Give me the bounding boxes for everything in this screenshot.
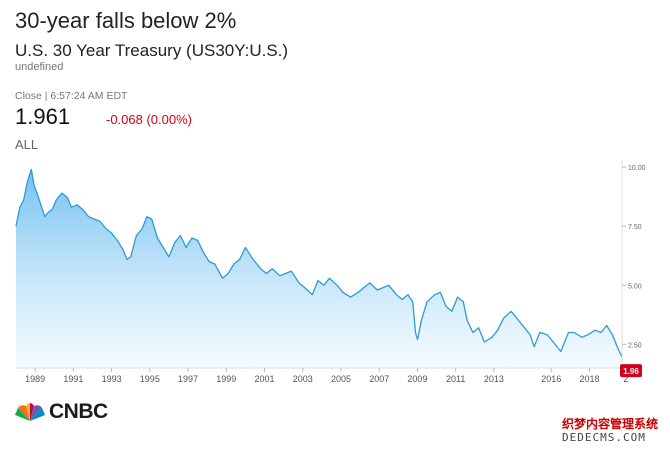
x-tick-label: 2005 — [331, 374, 351, 384]
x-tick-label: 2 — [623, 374, 628, 384]
x-tick-label: 2016 — [541, 374, 561, 384]
site-watermark-url: DEDECMS.COM — [562, 431, 646, 444]
instrument-subname: undefined — [15, 61, 64, 73]
last-value-badge — [620, 364, 642, 378]
price-change: -0.068 (0.00%) — [106, 112, 192, 127]
close-timestamp: Close | 6:57:24 AM EDT — [15, 90, 128, 102]
x-tick-label: 1997 — [178, 374, 198, 384]
area-fill — [16, 169, 622, 368]
x-tick-label: 2001 — [255, 374, 275, 384]
peacock-icon — [15, 403, 45, 421]
x-tick-label: 2009 — [407, 374, 427, 384]
x-tick-label: 1989 — [25, 374, 45, 384]
x-tick-label: 2018 — [579, 374, 599, 384]
yield-line — [15, 168, 623, 358]
y-tick-label: 7.50 — [628, 224, 642, 231]
brand-name: CNBC — [49, 400, 108, 423]
range-selector-all[interactable]: ALL — [15, 137, 39, 152]
x-tick-label: 2013 — [484, 374, 504, 384]
cnbc-logo: CNBC — [14, 400, 108, 423]
x-tick-label: 1993 — [102, 374, 122, 384]
instrument-name: U.S. 30 Year Treasury (US30Y:U.S.) — [15, 41, 289, 60]
x-tick-label: 2003 — [293, 374, 313, 384]
x-tick-label: 2007 — [369, 374, 389, 384]
peacock-watermark — [279, 211, 377, 291]
y-tick-label: 10.00 — [628, 165, 646, 172]
chart-headline: 30-year falls below 2% — [15, 8, 237, 33]
y-tick-label: 2.50 — [628, 342, 642, 349]
x-tick-label: 1999 — [216, 374, 236, 384]
x-tick-label: 1991 — [63, 374, 83, 384]
x-tick-label: 2011 — [446, 374, 465, 384]
last-value-label: 1.96 — [623, 367, 639, 376]
site-watermark-title: 织梦内容管理系统 — [562, 417, 659, 431]
x-tick-label: 1995 — [140, 374, 160, 384]
last-price: 1.961 — [15, 104, 71, 129]
y-tick-label: 5.00 — [628, 283, 642, 290]
price-chart: 10.00 7.50 5.00 2.50 1989 1991 1993 1995 1997 19… — [15, 160, 646, 384]
